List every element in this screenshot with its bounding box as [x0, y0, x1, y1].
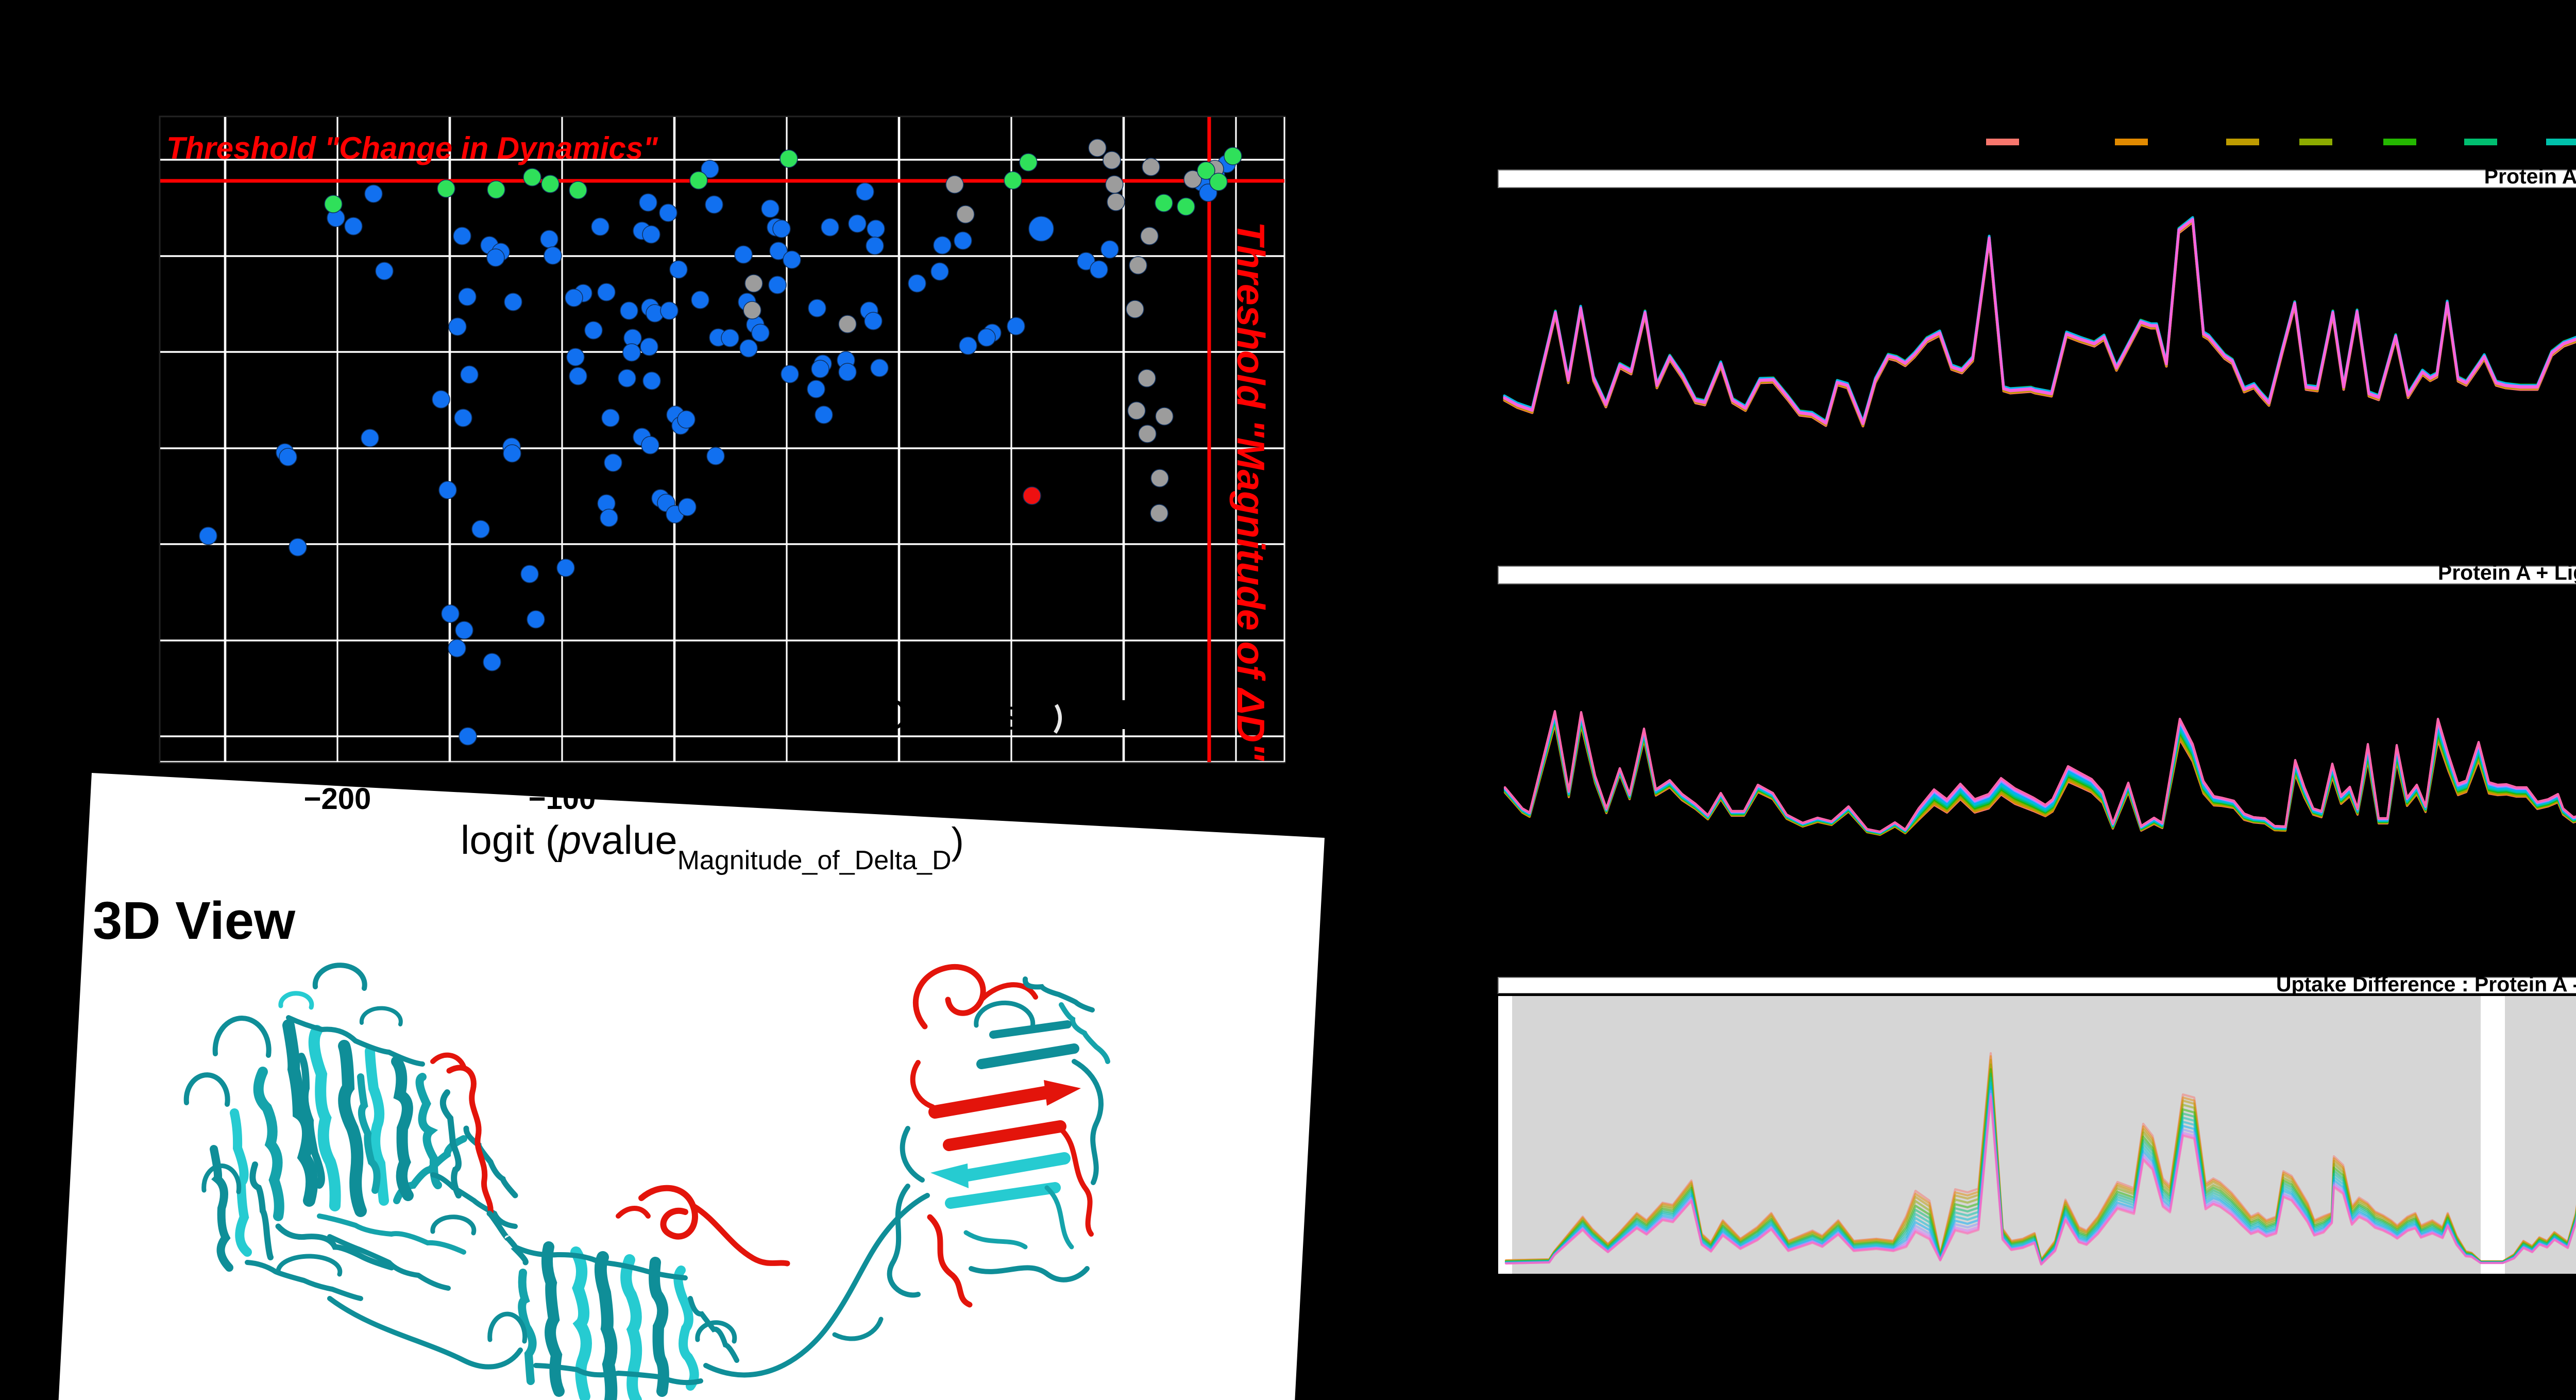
svg-text:Threshold "Magnitude of ΔD": Threshold "Magnitude of ΔD" [1229, 222, 1273, 762]
svg-text:Threshold "Change in Dynamics": Threshold "Change in Dynamics" [166, 131, 658, 165]
svg-text:−100: −100 [529, 782, 596, 816]
svg-text:100: 100 [987, 782, 1037, 816]
svg-text:3D View: 3D View [93, 891, 296, 950]
svg-text:0: 0 [778, 782, 795, 816]
svg-text:Protein A: Protein A [2484, 164, 2576, 188]
svg-text:Uptake Difference : Protein A: Uptake Difference : Protein A - (Protein… [2276, 972, 2576, 996]
svg-text:Protein A + Ligand: Protein A + Ligand [2438, 561, 2576, 584]
svg-text:Cha e scale 1: Cha e scale 1 [876, 691, 1134, 738]
svg-text:−200: −200 [304, 782, 371, 816]
